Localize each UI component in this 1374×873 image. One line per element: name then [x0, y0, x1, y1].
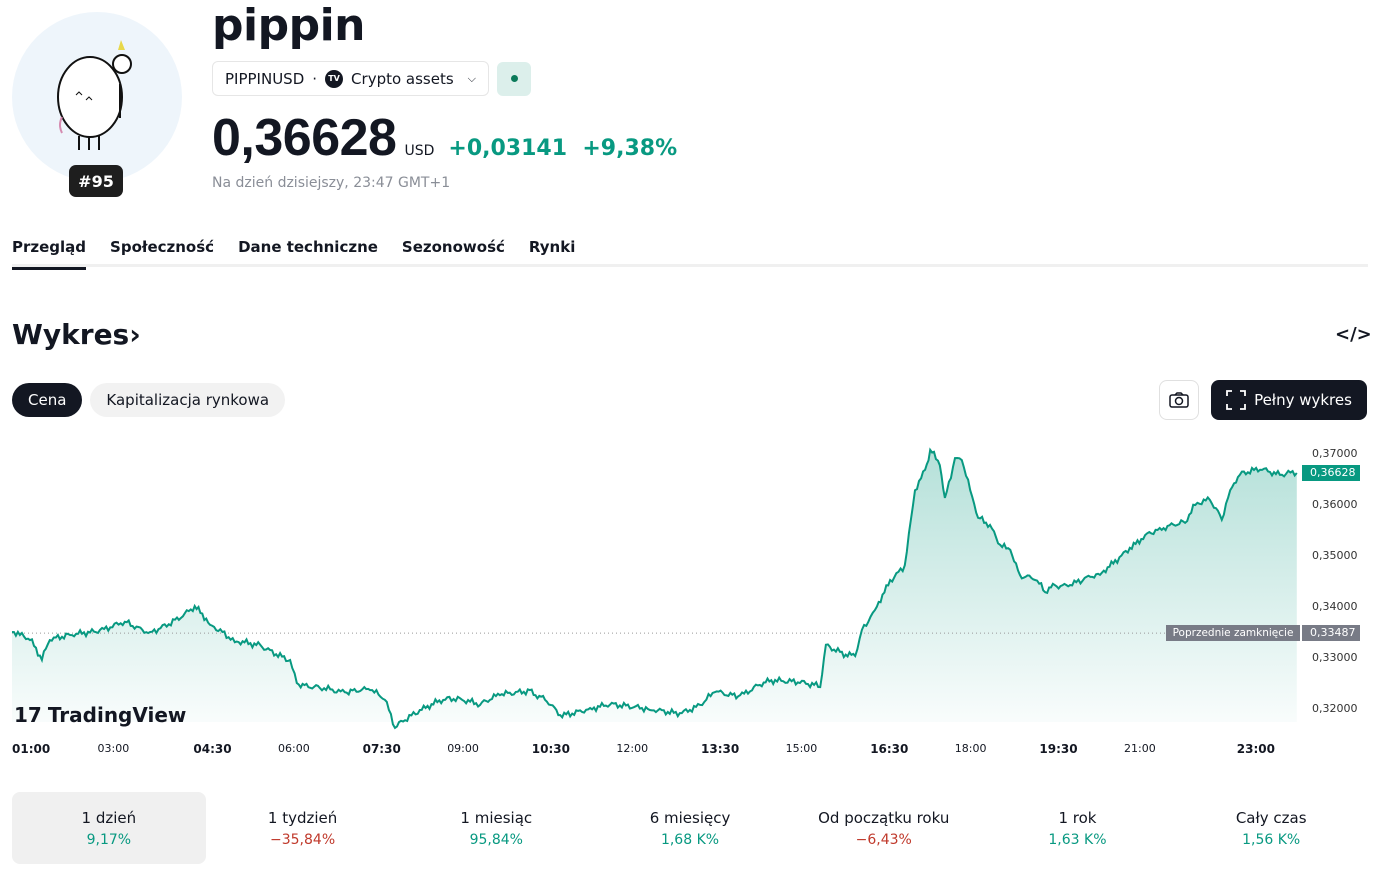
separator: · [312, 69, 318, 88]
period-4[interactable]: Od początku roku −6,43% [787, 792, 981, 864]
period-2[interactable]: 1 miesiąc 95,84% [399, 792, 593, 864]
embed-code-icon[interactable]: </> [1335, 324, 1372, 345]
currency: USD [404, 143, 435, 159]
last-price-label: 0,36628 [1302, 464, 1360, 481]
price-area [12, 449, 1297, 728]
x-tick-label: 03:00 [97, 742, 130, 755]
x-tick-label: 12:00 [616, 742, 649, 755]
fullscreen-icon [1226, 390, 1246, 410]
x-tick-label: 06:00 [278, 742, 310, 755]
prev-close-value: 0,33487 [1302, 625, 1360, 642]
period-label: 1 dzień [81, 808, 137, 827]
x-tick-label: 04:30 [193, 742, 232, 756]
prev-close-label: Poprzednie zamknięcie [1166, 625, 1300, 642]
tab-technicals[interactable]: Dane techniczne [238, 238, 378, 256]
y-tick-label: 0,34000 [1312, 600, 1358, 613]
full-chart-button[interactable]: Pełny wykres [1211, 380, 1367, 420]
x-tick-label: 13:30 [701, 742, 740, 756]
screenshot-button[interactable] [1159, 380, 1199, 420]
x-tick-label: 09:00 [447, 742, 479, 755]
camera-icon [1169, 392, 1189, 408]
period-change: 1,56 K% [1242, 831, 1301, 848]
tab-community[interactable]: Społeczność [110, 238, 215, 256]
chart-title: Wykres [12, 318, 130, 351]
y-tick-label: 0,35000 [1312, 549, 1358, 562]
tab-bar: Przegląd Społeczność Dane techniczne Sez… [12, 238, 575, 270]
symbol-selector[interactable]: PIPPINUSD · TV Crypto assets ⌵ [212, 61, 490, 96]
symbol-row: PIPPINUSD · TV Crypto assets ⌵ [212, 61, 532, 96]
coin-name: pippin [212, 0, 365, 51]
watermark-text: TradingView [47, 703, 187, 727]
pippin-unicorn-icon [57, 40, 132, 150]
x-tick-label: 16:30 [870, 742, 909, 756]
period-0[interactable]: 1 dzień 9,17% [12, 792, 206, 864]
period-change: 1,68 K% [660, 831, 720, 848]
rank-badge: #95 [69, 165, 123, 197]
period-change: −35,84% [270, 831, 336, 848]
x-tick-label: 01:00 [12, 742, 51, 756]
tab-seasonality[interactable]: Sezonowość [401, 238, 505, 256]
period-label: 1 rok [1058, 808, 1097, 827]
x-tick-label: 15:00 [785, 742, 818, 755]
tab-divider [12, 264, 1368, 267]
price: 0,36628 [212, 109, 397, 167]
period-change: 95,84% [469, 831, 523, 848]
period-label: Od początku roku [818, 808, 950, 827]
chart-heading-link[interactable]: Wykres› [12, 318, 141, 351]
x-tick-label: 18:00 [954, 742, 987, 755]
y-tick-label: 0,32000 [1312, 702, 1358, 715]
chevron-right-icon: › [129, 318, 141, 351]
period-5[interactable]: 1 rok 1,63 K% [981, 792, 1175, 864]
y-tick-label: 0,33000 [1312, 651, 1358, 664]
price-change: +0,03141 +9,38% [448, 136, 677, 161]
exchange: Crypto assets [351, 69, 454, 88]
period-change: 9,17% [86, 831, 132, 848]
change-pct: +9,38% [582, 136, 678, 161]
period-label: 1 miesiąc [460, 808, 533, 827]
tab-overview[interactable]: Przegląd [12, 238, 87, 270]
price-row: 0,36628 USD +0,03141 +9,38% [212, 108, 677, 168]
y-tick-label: 0,37000 [1312, 447, 1358, 460]
x-tick-label: 21:00 [1124, 742, 1156, 755]
toggle-price[interactable]: Cena [12, 383, 83, 417]
period-change: −6,43% [855, 831, 912, 848]
full-chart-label: Pełny wykres [1254, 391, 1352, 409]
x-tick-label: 10:30 [531, 742, 570, 756]
performance-periods: 1 dzień 9,17% 1 tydzień −35,84% 1 miesiąc 95,… [12, 792, 1368, 864]
live-dot-icon [510, 75, 518, 82]
tab-markets[interactable]: Rynki [528, 238, 576, 256]
change-abs: +0,03141 [448, 136, 568, 161]
chart-mode-toggle: Cena Kapitalizacja rynkowa [12, 383, 286, 417]
y-tick-label: 0,36000 [1312, 498, 1358, 511]
as-of-time: Na dzień dzisiejszy, 23:47 GMT+1 [212, 175, 451, 191]
toggle-market-cap[interactable]: Kapitalizacja rynkowa [90, 383, 286, 417]
x-tick-label: 19:30 [1039, 742, 1078, 756]
chevron-down-icon: ⌵ [467, 71, 477, 85]
symbol: PIPPINUSD [225, 69, 305, 88]
x-tick-label: 23:00 [1236, 742, 1275, 756]
period-label: Cały czas [1235, 808, 1307, 827]
tradingview-logo-icon: 𝟭𝟳 [14, 703, 42, 727]
period-label: 1 tydzień [267, 808, 338, 827]
period-change: 1,63 K% [1048, 831, 1107, 848]
price-line [11, 447, 1298, 730]
coin-logo [12, 12, 182, 182]
period-6[interactable]: Cały czas 1,56 K% [1174, 792, 1368, 864]
period-1[interactable]: 1 tydzień −35,84% [206, 792, 400, 864]
live-status-button[interactable] [497, 61, 532, 96]
tradingview-icon: TV [325, 69, 344, 88]
period-3[interactable]: 6 miesięcy 1,68 K% [593, 792, 787, 864]
tradingview-watermark: 𝟭𝟳 TradingView [14, 703, 186, 727]
period-label: 6 miesięcy [649, 808, 731, 827]
x-tick-label: 07:30 [362, 742, 401, 756]
